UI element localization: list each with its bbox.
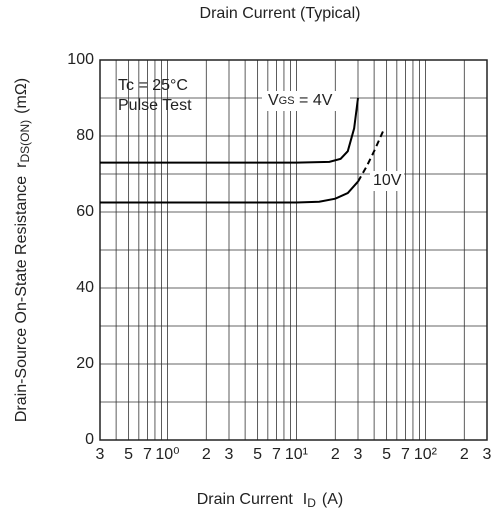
x-tick-label: 10¹ [285,446,308,463]
line [100,180,359,204]
series-label-bg [370,171,404,191]
annotation: Tc = 25°C [118,77,188,94]
x-tick-label: 5 [124,446,133,463]
annotation-box [114,74,222,118]
chart-title: Drain Current (Typical) [200,5,361,22]
series-label: 10V [373,172,402,189]
x-axis-label-text: Drain Current [197,491,294,508]
x-axis-label-unit: (A) [322,491,343,508]
x-tick-label: 5 [253,446,262,463]
y-tick-label: 0 [85,431,94,448]
x-tick-label: 7 [143,446,152,463]
x-tick-label: 3 [225,446,234,463]
y-axis-label-sub: DS(ON) [18,120,32,163]
annotation: Pulse Test [118,97,192,114]
x-tick-label: 3 [354,446,363,463]
y-tick-label: 20 [76,355,94,372]
x-axis-label-symbol: I [303,491,307,508]
x-axis-label: Drain Current ID (A) [197,491,343,510]
x-tick-label: 2 [331,446,340,463]
y-axis-label-text: Drain-Source On-State Resistance [13,176,30,422]
y-tick-label: 40 [76,279,94,296]
series-label-bg [262,91,350,111]
x-tick-label: 10² [414,446,438,463]
y-axis-label-unit: (mΩ) [13,78,30,114]
grid [99,59,488,441]
x-tick-label: 2 [202,446,211,463]
x-tick-label: 7 [401,446,410,463]
y-axis-label: Drain-Source On-State Resistance rDS(ON) (… [13,78,32,422]
x-tick-label: 10⁰ [155,446,179,463]
y-tick-label: 100 [67,51,94,68]
x-tick-label: 5 [382,446,391,463]
y-tick-label: 60 [76,203,94,220]
series-label: VGS = 4V [268,92,333,109]
series-label-part: GS [279,95,295,107]
x-axis-label-sub: D [307,496,316,510]
line [357,127,386,183]
line [100,97,359,164]
series-label-part: = 4V [295,92,333,109]
x-tick-label: 2 [460,446,469,463]
x-tick-label: 3 [483,446,492,463]
series-label-part: V [268,92,279,109]
y-tick-label: 80 [76,127,94,144]
y-axis-label-symbol: r [13,162,30,168]
x-tick-label: 7 [272,446,281,463]
x-tick-label: 3 [96,446,105,463]
plot-frame [99,59,488,441]
